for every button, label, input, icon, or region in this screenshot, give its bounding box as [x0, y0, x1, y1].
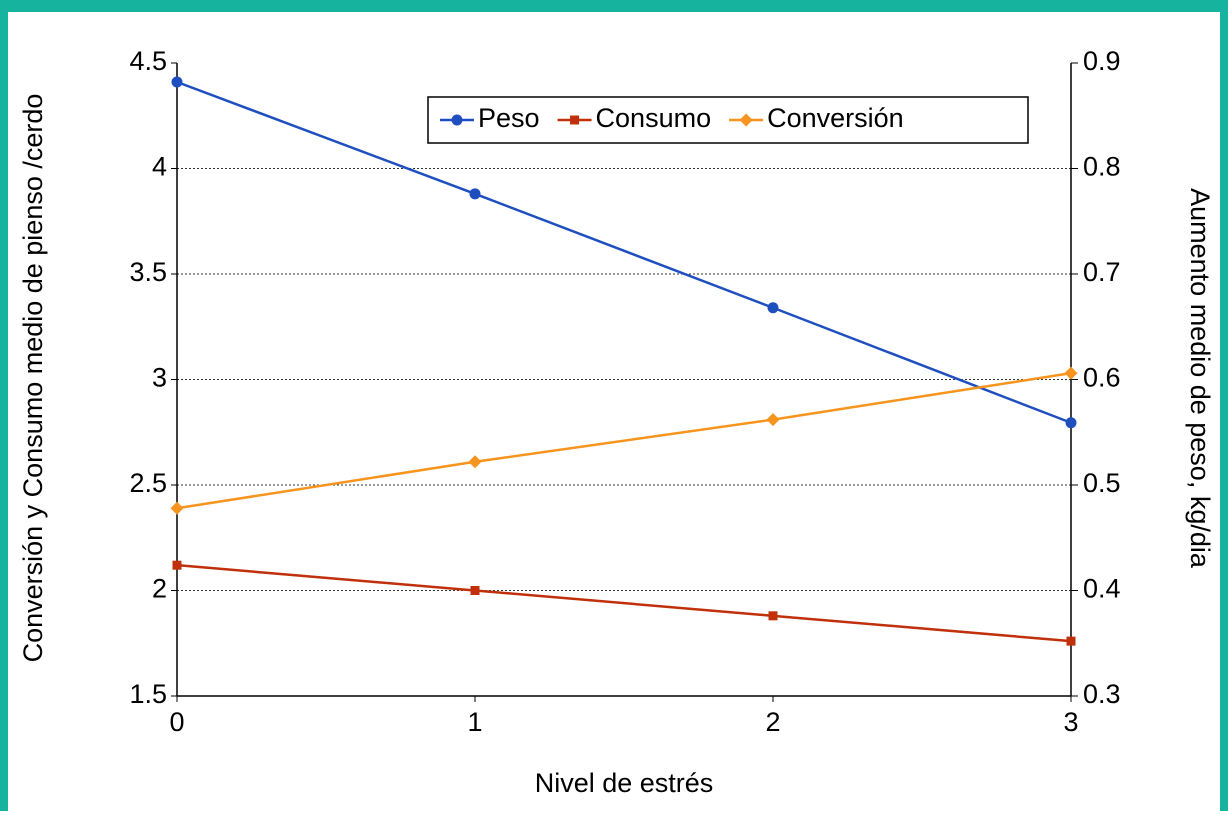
data-point [1065, 417, 1077, 429]
data-point [171, 76, 183, 88]
y2-tick-label: 0.4 [1083, 574, 1121, 604]
y2-tick-label: 0.7 [1083, 257, 1121, 287]
x-tick-label: 1 [467, 707, 482, 737]
y-tick-label: 4 [152, 152, 167, 182]
series-line [176, 563, 1072, 643]
legend-box [427, 96, 1029, 144]
y-tick-label: 2 [152, 574, 167, 604]
background [8, 12, 1220, 811]
legend-label: Peso [478, 103, 540, 133]
x-tick-label: 0 [169, 707, 184, 737]
data-point [172, 560, 182, 570]
y-tick-label: 3.5 [129, 257, 167, 287]
y2-tick-label: 0.5 [1083, 468, 1121, 498]
y2-tick-label: 0.3 [1083, 679, 1121, 709]
y2-tick-label: 0.9 [1083, 46, 1121, 76]
x-axis-label: Nivel de estrés [535, 768, 714, 798]
legend-label: Conversión [767, 103, 904, 133]
legend-marker [570, 115, 580, 125]
legend-marker [739, 113, 753, 127]
data-point [1064, 366, 1078, 380]
y-tick-label: 3 [152, 363, 167, 393]
data-point [469, 188, 481, 200]
y2-tick-label: 0.8 [1083, 152, 1121, 182]
data-point [767, 302, 779, 314]
series-line [176, 371, 1072, 510]
legend-marker [451, 114, 463, 126]
data-point [766, 413, 780, 427]
y-axis-label: Conversión y Consumo medio de pienso /ce… [18, 94, 48, 663]
y-tick-label: 2.5 [129, 468, 167, 498]
data-point [768, 611, 778, 621]
data-point [470, 586, 480, 595]
y2-axis-label: Aumento medio de peso, kg/dia [1185, 188, 1215, 569]
series-line [176, 80, 1072, 424]
data-point [1066, 636, 1076, 646]
x-tick-label: 3 [1063, 707, 1078, 737]
y-tick-label: 1.5 [129, 679, 167, 709]
data-point [468, 455, 482, 469]
y-tick-label: 4.5 [129, 46, 167, 76]
legend-label: Consumo [596, 103, 712, 133]
x-tick-label: 2 [765, 707, 780, 737]
data-point [170, 501, 184, 515]
y2-tick-label: 0.6 [1083, 363, 1121, 393]
